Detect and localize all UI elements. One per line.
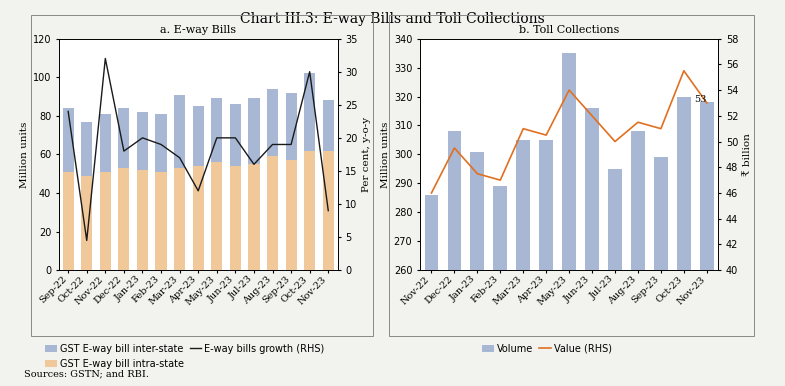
E-way bills growth (RHS) — [193, 188, 203, 193]
Bar — [119, 108, 130, 168]
Bar — [174, 168, 185, 270]
E-way bills growth (RHS) — [305, 69, 314, 74]
Bar — [585, 108, 599, 386]
Value (RHS) — [633, 120, 643, 125]
Bar — [323, 100, 334, 151]
Text: Sources: GSTN; and RBI.: Sources: GSTN; and RBI. — [24, 369, 148, 378]
Bar — [100, 114, 111, 172]
E-way bills growth (RHS) — [249, 162, 258, 167]
Title: a. E-way Bills: a. E-way Bills — [160, 25, 236, 35]
Bar — [631, 131, 644, 386]
Title: b. Toll Collections: b. Toll Collections — [519, 25, 619, 35]
Bar — [81, 176, 93, 270]
Bar — [267, 156, 278, 270]
Bar — [137, 170, 148, 270]
Bar — [63, 108, 74, 172]
Value (RHS) — [519, 126, 528, 131]
E-way bills growth (RHS) — [287, 142, 296, 147]
Bar — [447, 131, 462, 386]
Bar — [174, 95, 185, 168]
Bar — [211, 98, 222, 162]
E-way bills growth (RHS) — [137, 135, 147, 140]
Bar — [700, 102, 714, 386]
Bar — [155, 114, 166, 172]
Value (RHS) — [450, 146, 459, 150]
Value (RHS) — [564, 88, 574, 92]
E-way bills growth (RHS) — [268, 142, 277, 147]
Legend: GST E-way bill inter-state, GST E-way bill intra-state, E-way bills growth (RHS): GST E-way bill inter-state, GST E-way bi… — [42, 340, 328, 372]
Bar — [230, 104, 241, 166]
Value (RHS) — [542, 133, 551, 137]
Bar — [323, 151, 334, 270]
Bar — [677, 96, 691, 386]
Bar — [562, 53, 576, 386]
Bar — [119, 168, 130, 270]
Text: Chart III.3: E-way Bills and Toll Collections: Chart III.3: E-way Bills and Toll Collec… — [240, 12, 545, 25]
Bar — [100, 172, 111, 270]
E-way bills growth (RHS) — [212, 135, 221, 140]
Value (RHS) — [495, 178, 505, 183]
Bar — [248, 98, 260, 164]
E-way bills growth (RHS) — [100, 56, 110, 61]
Bar — [192, 166, 204, 270]
Bar — [654, 157, 668, 386]
Bar — [211, 162, 222, 270]
E-way bills growth (RHS) — [64, 109, 73, 114]
E-way bills growth (RHS) — [156, 142, 166, 147]
Bar — [517, 140, 530, 386]
Value (RHS) — [656, 126, 666, 131]
Value (RHS) — [610, 139, 619, 144]
Bar — [230, 166, 241, 270]
E-way bills growth (RHS) — [175, 156, 184, 160]
Bar — [63, 172, 74, 270]
Y-axis label: ₹ billion: ₹ billion — [743, 133, 751, 176]
Value (RHS) — [473, 171, 482, 176]
Line: Value (RHS): Value (RHS) — [432, 71, 706, 193]
Y-axis label: Million units: Million units — [20, 121, 28, 188]
Bar — [494, 186, 507, 386]
Bar — [304, 73, 316, 151]
Value (RHS) — [702, 101, 711, 105]
E-way bills growth (RHS) — [231, 135, 240, 140]
Bar — [470, 152, 484, 386]
Value (RHS) — [427, 191, 436, 195]
Value (RHS) — [679, 68, 688, 73]
E-way bills growth (RHS) — [82, 238, 91, 243]
Bar — [286, 160, 297, 270]
Text: 53: 53 — [694, 95, 707, 104]
Bar — [539, 140, 553, 386]
Y-axis label: Per cent, y-o-y: Per cent, y-o-y — [362, 117, 371, 192]
Value (RHS) — [587, 113, 597, 118]
Y-axis label: Million units: Million units — [381, 121, 389, 188]
Bar — [267, 89, 278, 156]
Bar — [192, 106, 204, 166]
E-way bills growth (RHS) — [119, 149, 129, 153]
Bar — [304, 151, 316, 270]
Bar — [286, 93, 297, 160]
Legend: Volume, Value (RHS): Volume, Value (RHS) — [479, 340, 615, 358]
Bar — [608, 169, 622, 386]
Bar — [425, 195, 438, 386]
Bar — [81, 122, 93, 176]
Line: E-way bills growth (RHS): E-way bills growth (RHS) — [68, 58, 328, 240]
Bar — [155, 172, 166, 270]
Bar — [248, 164, 260, 270]
Bar — [137, 112, 148, 170]
E-way bills growth (RHS) — [323, 208, 333, 213]
